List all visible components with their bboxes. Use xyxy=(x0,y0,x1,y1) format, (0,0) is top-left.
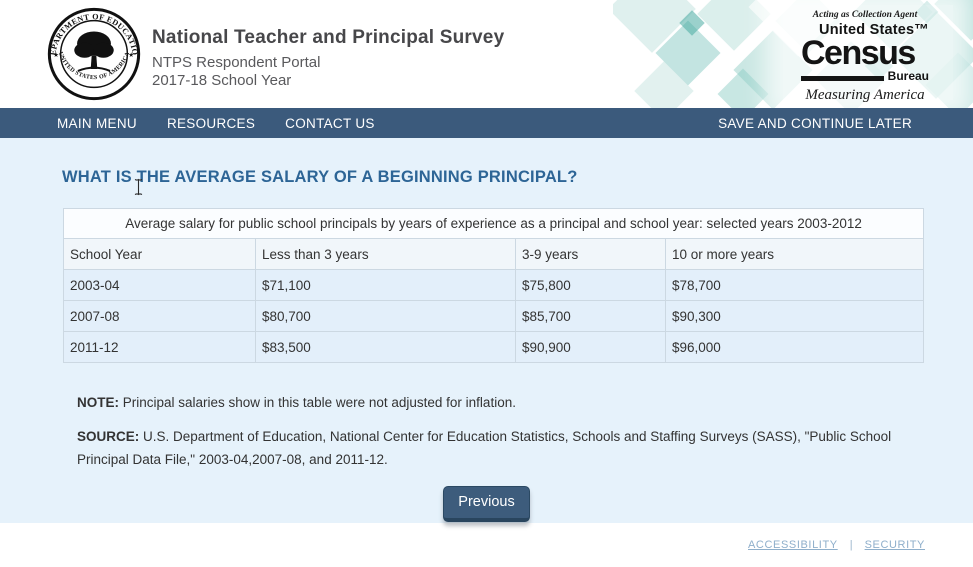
table-row: 2011-12 $83,500 $90,900 $96,000 xyxy=(63,331,925,363)
table-cell: $78,700 xyxy=(664,269,925,301)
main-content: WHAT IS THE AVERAGE SALARY OF A BEGINNIN… xyxy=(0,138,973,523)
table-caption: Average salary for public school princip… xyxy=(62,208,925,239)
table-row: 2003-04 $71,100 $75,800 $78,700 xyxy=(63,269,925,301)
table-cell: $90,900 xyxy=(515,331,666,363)
app-header: DEPARTMENT OF EDUCATION UNITED STATES OF… xyxy=(0,0,973,108)
department-of-education-seal: DEPARTMENT OF EDUCATION UNITED STATES OF… xyxy=(47,7,141,101)
seal-tree-icon xyxy=(74,31,114,72)
table-cell: 2003-04 xyxy=(63,269,256,301)
table-cell: $85,700 xyxy=(515,300,666,332)
table-column-header: 3-9 years xyxy=(515,238,666,270)
table-cell: 2011-12 xyxy=(63,331,256,363)
note-paragraph: NOTE: Principal salaries show in this ta… xyxy=(77,391,892,414)
nav-resources[interactable]: RESOURCES xyxy=(166,115,256,131)
source-paragraph: SOURCE: U.S. Department of Education, Na… xyxy=(77,425,892,471)
census-bureau-label: Bureau xyxy=(887,69,929,83)
nav-main-menu[interactable]: MAIN MENU xyxy=(57,115,137,131)
school-year-label: 2017-18 School Year xyxy=(152,72,292,89)
footer-separator: | xyxy=(849,539,853,551)
census-tagline: Acting as Collection Agent xyxy=(812,10,918,20)
census-wordmark: Census xyxy=(801,34,916,72)
census-bureau-logo: Acting as Collection Agent United States… xyxy=(801,10,929,104)
portal-subtitle: NTPS Respondent Portal xyxy=(152,54,321,71)
table-column-header: Less than 3 years xyxy=(255,238,516,270)
page-footer: ACCESSIBILITY | SECURITY xyxy=(0,523,973,567)
note-text: Principal salaries show in this table we… xyxy=(119,395,516,410)
accessibility-link[interactable]: ACCESSIBILITY xyxy=(748,539,838,551)
question-title: WHAT IS THE AVERAGE SALARY OF A BEGINNIN… xyxy=(62,168,578,186)
census-motto: Measuring America xyxy=(805,87,925,103)
census-logo-backing xyxy=(783,5,953,100)
table-cell: $75,800 xyxy=(515,269,666,301)
text-cursor-icon xyxy=(134,178,143,196)
table-cell: $71,100 xyxy=(255,269,516,301)
salary-table: Average salary for public school princip… xyxy=(62,208,925,363)
table-cell: 2007-08 xyxy=(63,300,256,332)
table-column-header: School Year xyxy=(63,238,256,270)
svg-text:★: ★ xyxy=(128,51,134,59)
portal-title: National Teacher and Principal Survey xyxy=(152,27,505,48)
census-united-states: United States™ xyxy=(819,22,929,38)
nav-save-and-continue-later[interactable]: SAVE AND CONTINUE LATER xyxy=(718,115,912,131)
table-row: 2007-08 $80,700 $85,700 $90,300 xyxy=(63,300,925,332)
svg-text:★: ★ xyxy=(53,51,59,59)
source-text: U.S. Department of Education, National C… xyxy=(77,429,892,467)
source-label: SOURCE: xyxy=(77,429,140,444)
table-cell: $83,500 xyxy=(255,331,516,363)
census-bar xyxy=(801,76,884,81)
previous-button[interactable]: Previous xyxy=(443,486,530,522)
table-column-header: 10 or more years xyxy=(664,238,925,270)
table-cell: $96,000 xyxy=(664,331,925,363)
note-label: NOTE: xyxy=(77,395,119,410)
nav-contact-us[interactable]: CONTACT US xyxy=(285,115,375,131)
security-link[interactable]: SECURITY xyxy=(864,539,925,551)
table-cell: $80,700 xyxy=(255,300,516,332)
table-cell: $90,300 xyxy=(664,300,925,332)
main-navigation: MAIN MENU RESOURCES CONTACT US SAVE AND … xyxy=(0,108,973,138)
